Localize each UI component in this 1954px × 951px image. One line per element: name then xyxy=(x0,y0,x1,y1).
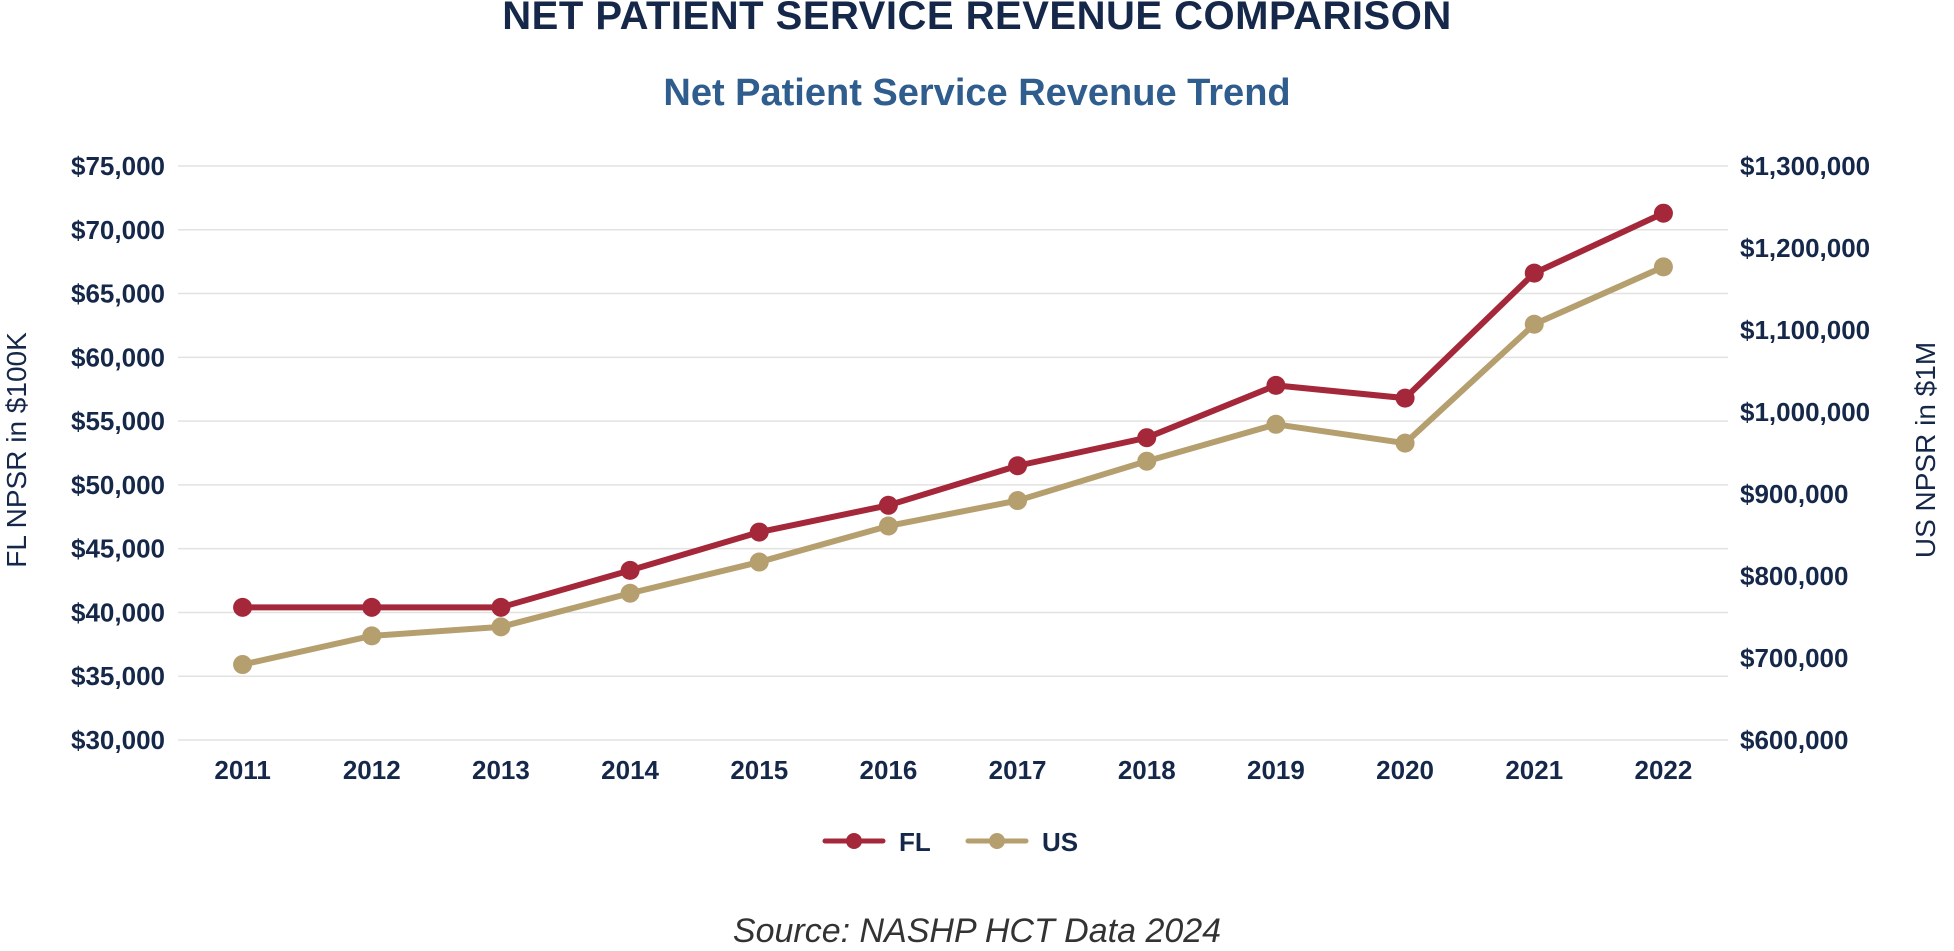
chart-title: Net Patient Service Revenue Trend xyxy=(663,72,1291,114)
right-tick-label: $800,000 xyxy=(1740,561,1848,591)
x-tick-label: 2014 xyxy=(601,755,659,785)
right-tick-label: $900,000 xyxy=(1740,479,1848,509)
data-point-fl xyxy=(233,597,253,617)
data-point-us xyxy=(749,552,769,572)
legend: FL US xyxy=(822,827,1078,857)
x-tick-label: 2019 xyxy=(1247,755,1305,785)
series-fl xyxy=(233,203,1673,617)
right-tick-label: $1,200,000 xyxy=(1740,233,1870,263)
series-line-fl xyxy=(242,210,1665,611)
data-point-fl xyxy=(1266,375,1286,395)
legend-marker-fl xyxy=(846,833,862,849)
left-tick-label: $70,000 xyxy=(71,215,165,245)
data-point-us xyxy=(1653,257,1673,277)
data-point-us xyxy=(233,655,253,675)
data-point-us xyxy=(1137,451,1157,471)
x-tick-label: 2015 xyxy=(730,755,788,785)
right-axis-ticks: $600,000 $700,000 $800,000 $900,000 $1,000,0… xyxy=(1740,151,1870,755)
data-point-fl xyxy=(749,522,769,542)
series-line-us xyxy=(241,264,1665,668)
left-tick-label: $30,000 xyxy=(71,725,165,755)
x-tick-label: 2021 xyxy=(1505,755,1563,785)
legend-marker-us xyxy=(989,833,1005,849)
data-point-fl xyxy=(1395,388,1415,408)
data-point-us xyxy=(1524,314,1544,334)
x-tick-label: 2012 xyxy=(343,755,401,785)
legend-item-us: US xyxy=(965,827,1078,857)
series-us xyxy=(233,257,1673,675)
data-point-us xyxy=(1395,433,1415,453)
data-point-fl xyxy=(491,597,511,617)
legend-label-fl: FL xyxy=(899,827,931,857)
x-axis-ticks: 2011 2012 2013 2014 2015 2016 2017 2018 2019 2020… xyxy=(214,755,1692,785)
left-tick-label: $55,000 xyxy=(71,406,165,436)
data-point-us xyxy=(491,617,511,637)
right-tick-label: $700,000 xyxy=(1740,643,1848,673)
data-point-us xyxy=(1266,414,1286,434)
data-point-fl xyxy=(362,597,382,617)
data-point-fl xyxy=(1008,456,1028,476)
x-tick-label: 2016 xyxy=(859,755,917,785)
source-note: Source: NASHP HCT Data 2024 xyxy=(732,912,1222,950)
x-tick-label: 2011 xyxy=(214,755,270,785)
data-point-fl xyxy=(620,560,640,580)
legend-label-us: US xyxy=(1042,827,1078,857)
left-tick-label: $75,000 xyxy=(71,151,165,181)
data-point-us xyxy=(878,516,898,536)
left-tick-label: $50,000 xyxy=(71,470,165,500)
left-tick-label: $40,000 xyxy=(71,597,165,627)
data-point-fl xyxy=(878,495,898,515)
right-tick-label: $600,000 xyxy=(1740,725,1848,755)
x-tick-label: 2020 xyxy=(1376,755,1434,785)
page-title: NET PATIENT SERVICE REVENUE COMPARISON xyxy=(502,0,1452,38)
data-point-us xyxy=(1008,491,1028,511)
left-tick-label: $65,000 xyxy=(71,279,165,309)
data-point-us xyxy=(362,626,382,646)
x-tick-label: 2018 xyxy=(1118,755,1176,785)
legend-item-fl: FL xyxy=(822,827,931,857)
right-tick-label: $1,300,000 xyxy=(1740,151,1870,181)
left-axis-label: FL NPSR in $100K xyxy=(1,332,32,568)
x-tick-label: 2022 xyxy=(1634,755,1692,785)
right-tick-label: $1,100,000 xyxy=(1740,315,1870,345)
data-point-fl xyxy=(1653,203,1673,223)
right-tick-label: $1,000,000 xyxy=(1740,397,1870,427)
gridlines xyxy=(178,165,1728,741)
right-axis-label: US NPSR in $1M xyxy=(1910,342,1941,558)
left-tick-label: $60,000 xyxy=(71,342,165,372)
left-axis-ticks: $30,000 $35,000 $40,000 $45,000 $50,000 $55,0… xyxy=(71,151,165,755)
series-lines xyxy=(233,203,1673,675)
x-tick-label: 2017 xyxy=(989,755,1047,785)
data-point-fl xyxy=(1137,428,1157,448)
data-point-us xyxy=(620,583,640,603)
x-tick-label: 2013 xyxy=(472,755,530,785)
data-point-fl xyxy=(1524,263,1544,283)
left-tick-label: $35,000 xyxy=(71,661,165,691)
left-tick-label: $45,000 xyxy=(71,534,165,564)
